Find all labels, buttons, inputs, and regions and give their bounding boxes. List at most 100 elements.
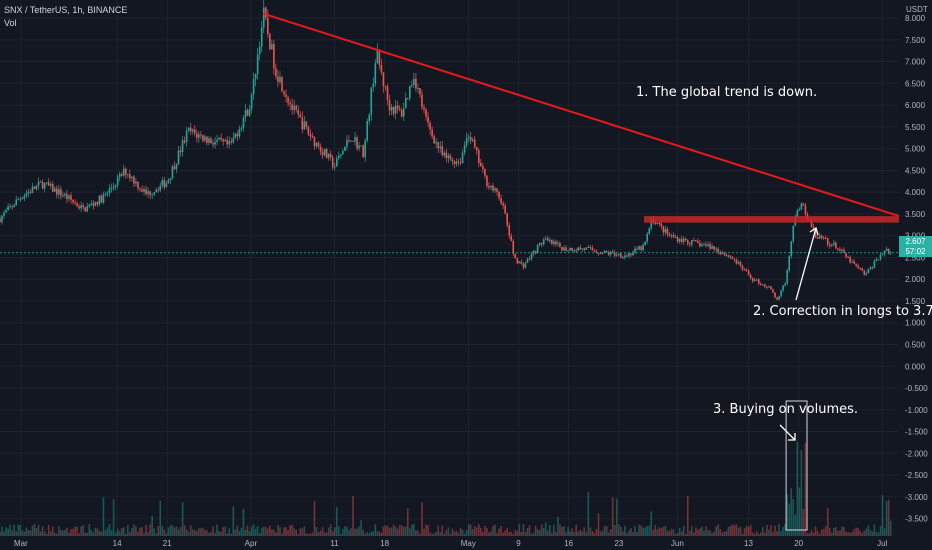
volume-bar: [415, 530, 417, 536]
price-axis[interactable]: 8.000 7.500 7.000 6.500 6.000 5.500 5.000 4.500…: [905, 14, 928, 524]
candle-body: [757, 279, 760, 284]
volume-bar: [378, 531, 381, 536]
volume-bar: [561, 527, 563, 536]
candle-body: [346, 140, 348, 147]
volume-bar: [638, 524, 640, 536]
volume-bar: [824, 526, 827, 536]
candle-body: [670, 235, 673, 237]
volume-bar: [851, 531, 853, 536]
volume-bar: [1, 526, 3, 536]
volume-bar: [530, 533, 533, 536]
trend-line[interactable]: [263, 12, 900, 218]
candle-body: [340, 154, 342, 156]
candle-body: [406, 97, 409, 99]
candle-body: [216, 139, 218, 142]
volume-bar: [469, 524, 472, 536]
volume-bar: [291, 524, 293, 536]
volume-bar: [96, 528, 99, 536]
candle-body: [376, 50, 379, 64]
candle-body: [120, 174, 123, 176]
volume-bar: [433, 533, 435, 536]
volume-bar: [129, 532, 131, 536]
candle-body: [646, 234, 648, 242]
volume-bar: [589, 527, 592, 536]
candle-body: [739, 262, 742, 266]
time-axis[interactable]: Mar 14 21 Apr 11 18 May 9 16 23 Jun 13 20 Jul: [14, 539, 888, 548]
volume-bar: [177, 529, 180, 536]
volume-bar: [498, 528, 500, 536]
volume-bar: [808, 533, 811, 536]
candle-body: [457, 161, 460, 163]
volume-bar: [484, 525, 486, 536]
volume-bar: [492, 525, 494, 536]
volume-bar: [250, 526, 253, 536]
candle-body: [206, 136, 208, 143]
candle-body: [721, 252, 724, 255]
volume-bar: [853, 529, 855, 536]
candle-body: [729, 255, 732, 258]
volume-bar: [603, 526, 606, 536]
volume-bar: [473, 526, 476, 536]
candle-body: [475, 146, 478, 151]
volume-bar: [449, 533, 452, 536]
candle-body: [490, 185, 492, 188]
candle-body: [11, 206, 13, 208]
candle-body: [699, 242, 701, 247]
candle-body: [484, 168, 486, 176]
volume-bar: [404, 526, 407, 536]
candle-body: [173, 166, 176, 169]
volume-bar: [881, 495, 884, 536]
resistance-zone[interactable]: [643, 216, 899, 223]
volume-bar: [583, 527, 586, 536]
volume-bar: [236, 525, 239, 536]
candle-body: [66, 193, 68, 200]
volume-bar: [112, 499, 115, 536]
candle-body: [62, 195, 64, 197]
candle-body: [615, 255, 618, 257]
candle-body: [133, 176, 135, 184]
candle-body: [473, 139, 476, 147]
candle-body: [784, 283, 786, 286]
candle-body: [230, 140, 233, 143]
candle-body: [171, 166, 174, 179]
candle-body: [668, 234, 671, 236]
candle-body: [707, 244, 709, 246]
candle-body: [354, 137, 356, 142]
candle-body: [778, 296, 780, 300]
candle-body: [603, 250, 606, 253]
volume-bar: [143, 532, 145, 536]
volume-bar: [285, 527, 287, 536]
volume-bar: [611, 497, 614, 536]
volume-bar: [402, 526, 405, 536]
candle-body: [869, 267, 872, 270]
candle-body: [630, 253, 632, 256]
price-tick-label: -1.000: [905, 406, 928, 415]
candle-body: [865, 273, 868, 275]
candle-body: [165, 182, 168, 188]
volume-bar: [506, 527, 508, 536]
candle-body: [90, 203, 93, 205]
volume-bar: [260, 527, 263, 536]
volume-bar: [74, 526, 76, 536]
volume-bar: [569, 531, 571, 536]
volume-bar: [644, 527, 646, 536]
volume-bar: [195, 531, 198, 536]
volume-bar: [496, 532, 498, 536]
candle-body: [660, 223, 663, 227]
volume-bar: [273, 529, 275, 536]
candle-body: [15, 199, 18, 206]
candle-body: [390, 106, 393, 111]
candle-body: [157, 189, 160, 191]
candle-body: [283, 91, 285, 95]
volume-bar: [321, 527, 324, 536]
volume-highlight-box[interactable]: [785, 400, 808, 531]
candle-body: [112, 186, 115, 188]
volume-bar: [17, 524, 20, 536]
candle-body: [415, 78, 417, 89]
volume-bar: [587, 491, 590, 536]
candle-body: [542, 239, 545, 245]
candle-body: [5, 210, 7, 213]
volume-bar: [828, 527, 831, 536]
volume-bar: [620, 526, 622, 536]
